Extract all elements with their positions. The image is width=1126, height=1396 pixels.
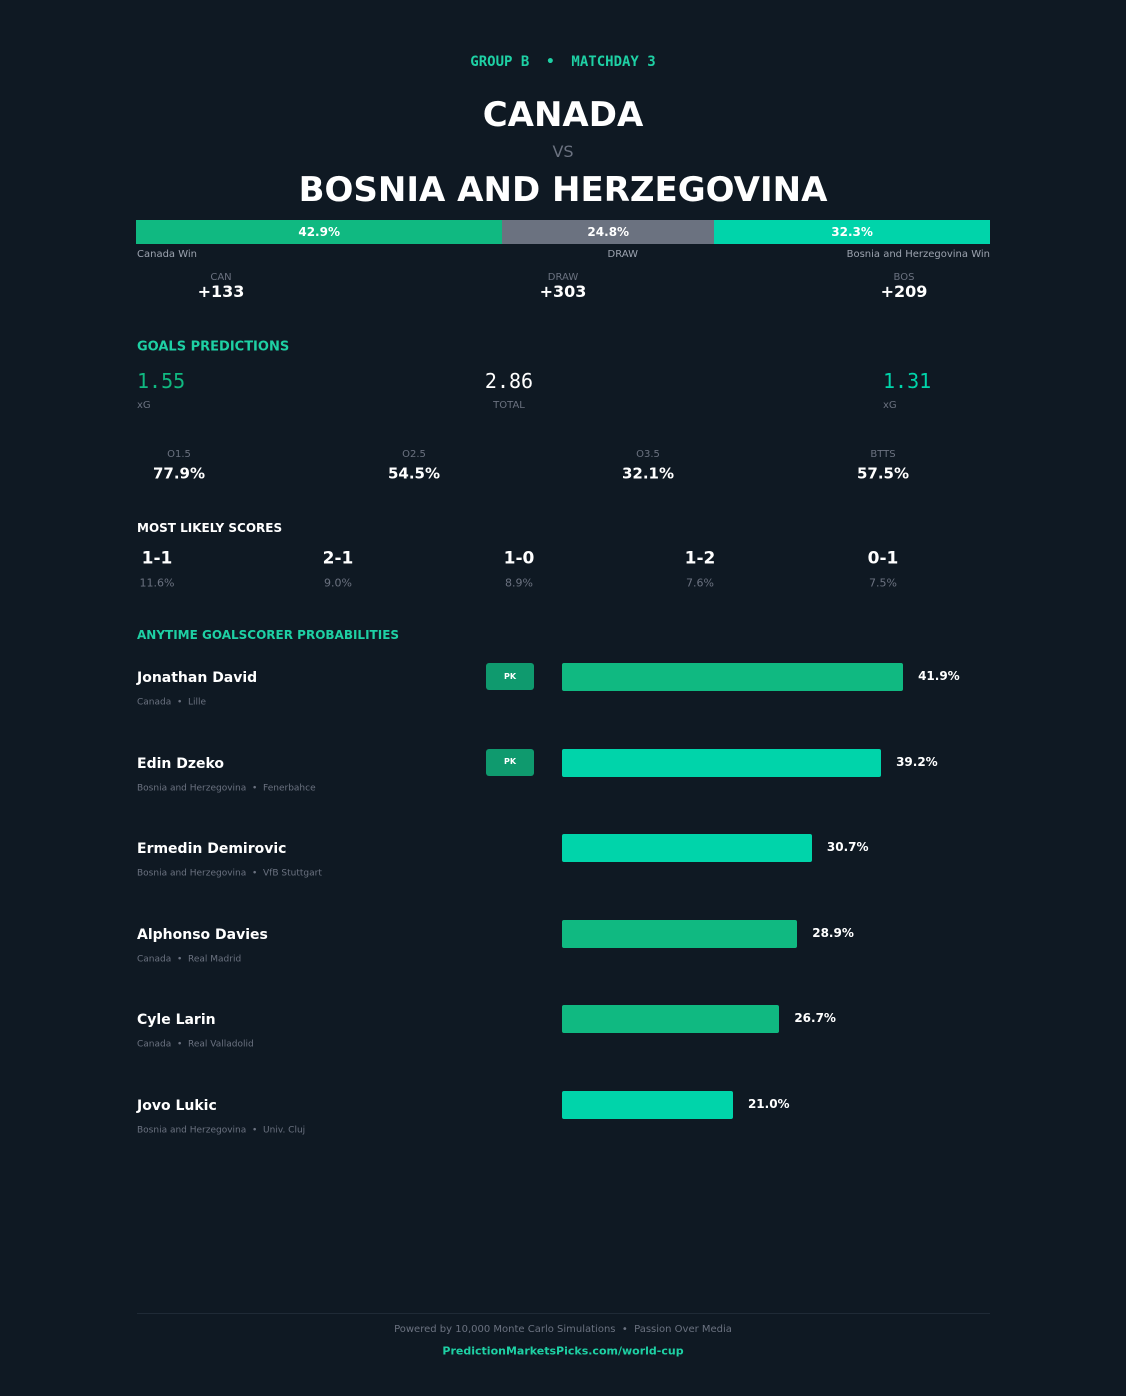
probability-bar — [562, 1090, 733, 1119]
market-value: 54.5% — [387, 464, 441, 483]
market-name: BTTS — [870, 449, 896, 460]
player-detail: Canada • Real Madrid — [137, 954, 242, 964]
odds: +303 — [539, 282, 587, 301]
total-label: TOTAL — [493, 400, 525, 411]
probability-bar — [562, 663, 904, 691]
odds-code: CAN — [210, 272, 232, 283]
market-name: O2.5 — [402, 449, 426, 460]
outcome-name: Bosnia and Herzegovina Win — [846, 249, 990, 260]
probability-label: 26.7% — [794, 1011, 836, 1025]
player-name: Cyle Larin — [137, 1012, 216, 1028]
market-value: 57.5% — [856, 464, 910, 483]
outcome-segment — [136, 220, 503, 244]
probability-label: 28.9% — [812, 925, 854, 940]
xg-label: xG — [883, 400, 897, 411]
score: 1-0 — [503, 548, 535, 569]
outcome-segment — [714, 220, 990, 244]
score-prob: 7.6% — [686, 576, 714, 590]
player-name: Jonathan David — [137, 670, 258, 686]
probability-bar — [562, 919, 798, 948]
outcome-pct: 42.9% — [298, 225, 340, 239]
player-detail: Bosnia and Herzegovina • Univ. Cluj — [137, 1125, 306, 1135]
market-value: 77.9% — [152, 464, 206, 483]
probability-bar — [562, 834, 812, 862]
market-name: O3.5 — [636, 449, 660, 460]
market-value: 32.1% — [621, 464, 675, 483]
outcome-name: DRAW — [607, 249, 638, 260]
score: 1-1 — [141, 548, 173, 569]
vs: VS — [552, 142, 574, 161]
home-team: CANADA — [482, 95, 644, 135]
player-detail: Bosnia and Herzegovina • VfB Stuttgart — [137, 868, 322, 879]
outcome-name: Canada Win — [137, 249, 198, 260]
probability-label: 21.0% — [747, 1096, 790, 1111]
outcome-segment — [502, 220, 715, 244]
odds-code: BOS — [893, 272, 915, 283]
score-prob: 9.0% — [324, 576, 352, 590]
score: 0-1 — [867, 548, 899, 569]
probability-bar — [562, 1005, 780, 1033]
score: 2-1 — [322, 548, 354, 569]
outcome-pct: 32.3% — [831, 225, 873, 239]
pk-label: PK — [503, 757, 517, 766]
away-xg: 1.31 — [883, 369, 932, 393]
section-title: GOALS PREDICTIONS — [137, 339, 290, 355]
score-prob: 11.6% — [139, 576, 175, 590]
pk-badge — [486, 663, 534, 690]
score-prob: 7.5% — [869, 576, 897, 590]
player-name: Ermedin Demirovic — [137, 841, 287, 857]
player-name: Jovo Lukic — [137, 1097, 217, 1114]
player-detail: Canada • Real Valladolid — [137, 1039, 254, 1050]
probability-label: 39.2% — [896, 754, 938, 769]
market-name: O1.5 — [167, 449, 191, 460]
footer-note: Powered by 10,000 Monte Carlo Simulation… — [394, 1324, 732, 1335]
section-title: MOST LIKELY SCORES — [137, 521, 283, 535]
away-team: BOSNIA AND HERZEGOVINA — [298, 170, 828, 210]
odds: +133 — [197, 282, 245, 301]
home-xg: 1.55 — [137, 369, 186, 393]
player-detail: Canada • Lille — [137, 697, 207, 708]
score: 1-2 — [684, 548, 716, 569]
kicker: GROUP B • MATCHDAY 3 — [470, 54, 656, 70]
odds: +209 — [880, 282, 928, 301]
divider — [137, 1313, 990, 1314]
odds-code: DRAW — [547, 272, 579, 283]
score-prob: 8.9% — [505, 576, 533, 590]
probability-label: 41.9% — [918, 669, 960, 683]
player-name: Edin Dzeko — [137, 755, 225, 772]
footer-url: PredictionMarketsPicks.com/world-cup — [442, 1344, 684, 1358]
pk-label: PK — [503, 671, 517, 681]
probability-bar — [562, 748, 882, 777]
outcome-pct: 24.8% — [587, 225, 630, 239]
probability-label: 30.7% — [826, 840, 869, 854]
total-goals: 2.86 — [484, 369, 534, 393]
player-name: Alphonso Davies — [137, 926, 268, 943]
xg-label: xG — [137, 400, 151, 411]
pk-badge — [486, 748, 534, 776]
section-title: ANYTIME GOALSCORER PROBABILITIES — [137, 628, 400, 642]
player-detail: Bosnia and Herzegovina • Fenerbahce — [137, 783, 316, 793]
